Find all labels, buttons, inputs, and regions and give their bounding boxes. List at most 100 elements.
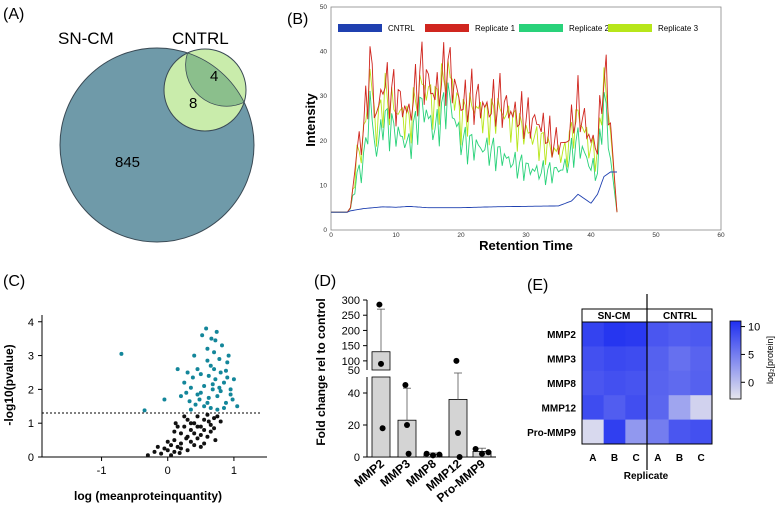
heatmap-cell: [668, 322, 691, 347]
volcano-point: [213, 377, 218, 382]
volcano-point: [185, 370, 190, 375]
venn-label-sn-cm: SN-CM: [58, 29, 114, 48]
legend-swatch: [519, 24, 563, 32]
legend-label: Replicate 1: [475, 24, 516, 33]
bar-y-tick-label: 0: [354, 452, 360, 464]
volcano-point: [228, 387, 233, 392]
heatmap-cell: [668, 346, 691, 372]
chromatogram-x-axis-title: Retention Time: [479, 238, 573, 253]
volcano-point: [215, 394, 220, 399]
volcano-point: [198, 433, 203, 438]
heatmap-cell: [647, 370, 669, 396]
heatmap-row-label: MMP8: [547, 379, 576, 390]
volcano-point: [228, 392, 233, 397]
heatmap-column-label: B: [676, 453, 683, 464]
volcano-point: [225, 360, 230, 365]
legend-swatch: [608, 24, 652, 32]
chromatogram-x-tick-label: 50: [652, 232, 660, 239]
volcano-point: [208, 405, 213, 410]
volcano-point: [202, 441, 207, 446]
volcano-y-tick-label: 2: [28, 384, 34, 396]
volcano-point: [145, 453, 150, 458]
volcano-x-axis-title: log (meanproteinquantity): [74, 489, 222, 503]
volcano-point: [213, 438, 218, 443]
volcano-point: [177, 450, 182, 455]
heatmap-cell: [603, 419, 626, 445]
heatmap-cell: [582, 346, 604, 372]
volcano-point: [206, 373, 211, 378]
heatmap-group-label-cntrl: CNTRL: [663, 311, 697, 322]
heatmap-cell: [603, 370, 626, 396]
volcano-point: [230, 397, 235, 402]
bar-data-point: [378, 360, 384, 367]
chromatogram-y-tick-label: 30: [320, 93, 328, 100]
heatmap-group-label-sn-cm: SN-CM: [598, 311, 631, 322]
volcano-point: [192, 431, 197, 436]
volcano-x-tick-label: -1: [97, 465, 107, 477]
volcano-point: [185, 448, 190, 453]
volcano-point: [178, 446, 183, 451]
volcano-point: [184, 436, 189, 441]
volcano-point: [215, 407, 220, 412]
volcano-point: [212, 367, 217, 372]
legend-label: Replicate 2: [569, 24, 610, 33]
volcano-y-tick-label: 0: [28, 452, 34, 464]
volcano-point: [210, 387, 215, 392]
volcano-point: [217, 385, 222, 390]
volcano-point: [198, 424, 203, 429]
volcano-point: [169, 443, 174, 448]
volcano-point: [218, 419, 223, 424]
bar: [448, 398, 468, 458]
chromatogram-plot-area: [330, 6, 722, 231]
heatmap-cell: [625, 419, 648, 445]
chromatogram-series-replicate-2: [331, 82, 618, 213]
heatmap-cell: [582, 395, 604, 420]
volcano-point: [142, 408, 147, 413]
volcano-y-tick-label: 1: [28, 418, 34, 430]
volcano-point: [223, 400, 228, 405]
volcano-point: [187, 399, 192, 404]
heatmap-cell: [647, 419, 669, 445]
bar-upper: [371, 351, 391, 371]
bar-y-tick-label: 20: [348, 420, 360, 432]
volcano-point: [202, 417, 207, 422]
panel-label-a: (A): [3, 6, 24, 23]
chromatogram-series-replicate-3: [331, 60, 618, 213]
heatmap-column-label: B: [611, 453, 618, 464]
volcano-point: [188, 407, 193, 412]
heatmap-row-label: MMP12: [542, 403, 577, 414]
venn-count-sn-cm-only: 845: [115, 154, 140, 171]
chromatogram-x-tick-label: 10: [392, 232, 400, 239]
bar-y-tick-label: 300: [342, 295, 360, 307]
volcano-point: [206, 419, 211, 424]
volcano-point: [192, 443, 197, 448]
legend-label: CNTRL: [388, 24, 415, 33]
bar-data-point: [436, 451, 443, 458]
volcano-point: [184, 390, 189, 395]
bar: [371, 376, 391, 458]
volcano-point: [205, 412, 210, 417]
chromatogram-y-tick-label: 50: [320, 4, 328, 11]
bar-y-tick-label: 250: [342, 310, 360, 322]
volcano-point: [209, 336, 214, 341]
heatmap-cell: [690, 395, 713, 420]
volcano-point: [192, 353, 197, 358]
volcano-point: [205, 400, 210, 405]
bar-y-tick-label: 100: [342, 356, 360, 368]
bar-data-point: [453, 357, 460, 364]
heatmap-column-label: A: [589, 453, 596, 464]
volcano-y-tick-label: 3: [28, 351, 34, 363]
volcano-point: [205, 346, 210, 351]
volcano-point: [193, 402, 198, 407]
volcano-point: [198, 444, 203, 449]
volcano-point: [195, 414, 200, 419]
chromatogram-series-cntrl: [331, 171, 617, 213]
volcano-point: [208, 422, 213, 427]
volcano-point: [202, 404, 207, 409]
chromatogram-x-tick-label: 30: [522, 232, 530, 239]
volcano-y-axis-title: -log10(pvalue): [2, 344, 16, 425]
volcano-point: [231, 377, 236, 382]
panel-label-b: (B): [287, 11, 308, 28]
volcano-point: [172, 438, 177, 443]
volcano-point: [119, 351, 124, 356]
